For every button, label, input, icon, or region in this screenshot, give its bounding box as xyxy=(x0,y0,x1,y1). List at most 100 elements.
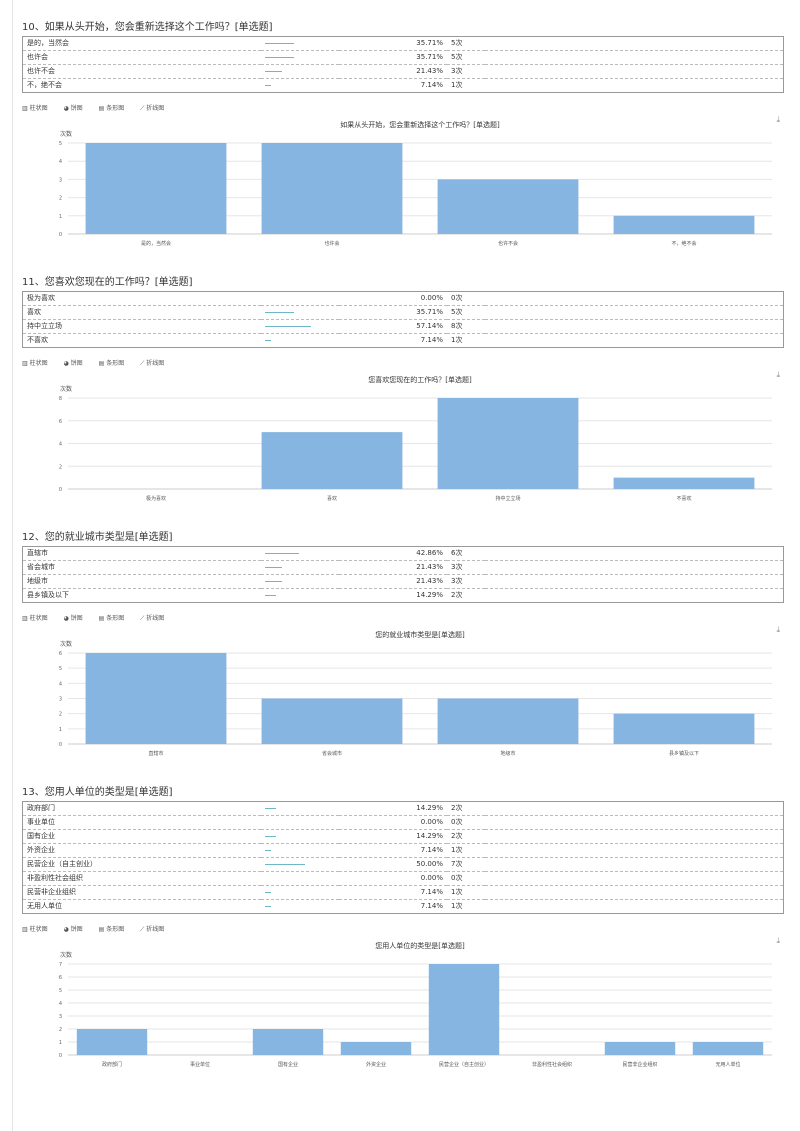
bar xyxy=(261,432,403,489)
question-section-11: 11、您喜欢您现在的工作吗？[单选题] 极为喜欢 0.00% 0次 喜欢 35.71% 5… xyxy=(22,275,784,511)
mini-bar-fill xyxy=(265,892,271,893)
y-axis-label: 次数 xyxy=(60,385,72,393)
option-percent: 35.71% xyxy=(339,36,447,51)
bar xyxy=(437,398,579,489)
x-tick-label: 不，绝不会 xyxy=(671,240,696,247)
y-tick-label: 6 xyxy=(59,975,62,981)
y-tick-label: 7 xyxy=(59,962,62,968)
chart-toolbar: ▥ 柱状图 ◕ 饼图 ▤ 条形图 ⟋ 折线图 xyxy=(22,103,782,117)
chart-toolbar: ▥ 柱状图 ◕ 饼图 ▤ 条形图 ⟋ 折线图 xyxy=(22,613,782,627)
download-icon[interactable]: ⤓ xyxy=(776,115,780,124)
x-tick-label: 地级市 xyxy=(500,750,515,757)
bar-chart: 如果从头开始，您会重新选择这个工作吗？[单选题] 次数 0 1 2 3 4 5 是的，当然会 也许… xyxy=(59,120,772,247)
download-icon[interactable]: ⤓ xyxy=(776,370,780,379)
x-tick-label: 是的，当然会 xyxy=(141,240,171,247)
line-chart-button[interactable]: ⟋ 折线图 xyxy=(140,926,165,933)
question-title: 13、您用人单位的类型是[单选题] xyxy=(22,787,173,798)
option-spacer xyxy=(485,305,784,320)
y-tick-label: 5 xyxy=(59,141,62,147)
hbar-chart-button[interactable]: ▤ 条形图 xyxy=(98,615,125,622)
option-label: 地级市 xyxy=(22,574,261,589)
option-spacer xyxy=(485,588,784,603)
bar xyxy=(261,143,403,234)
mini-bar-fill xyxy=(265,553,300,554)
option-label: 是的，当然会 xyxy=(22,36,261,51)
y-axis-label: 次数 xyxy=(60,951,72,959)
option-count: 5次 xyxy=(447,36,485,51)
mini-bar-fill xyxy=(265,43,294,44)
options-table: 直辖市 42.86% 6次 省会城市 21.43% 3次 地级市 21.43% 3次 县乡镇及以下… xyxy=(22,546,784,603)
chart-container: ⤓ 如果从头开始，您会重新选择这个工作吗？[单选题] 次数 0 1 2 3 4 5 是的，当然会… xyxy=(22,115,782,256)
question-title: 12、您的就业城市类型是[单选题] xyxy=(22,532,173,543)
bar xyxy=(613,713,755,744)
y-tick-label: 5 xyxy=(59,666,62,672)
option-mini-bar xyxy=(261,64,339,79)
option-row: 外资企业 7.14% 1次 xyxy=(22,843,784,858)
option-label: 非盈利性社会组织 xyxy=(22,871,261,886)
bar-chart-button[interactable]: ▥ 柱状图 xyxy=(22,360,48,367)
line-chart-button[interactable]: ⟋ 折线图 xyxy=(140,105,165,112)
pie-chart-button[interactable]: ◕ 饼图 xyxy=(63,615,83,622)
bar xyxy=(76,1029,148,1055)
option-count: 2次 xyxy=(447,801,485,816)
question-title: 10、如果从头开始，您会重新选择这个工作吗？[单选题] xyxy=(22,22,273,33)
y-tick-label: 1 xyxy=(59,214,62,220)
option-spacer xyxy=(485,50,784,65)
bar-chart-button[interactable]: ▥ 柱状图 xyxy=(22,615,48,622)
hbar-chart-button[interactable]: ▤ 条形图 xyxy=(98,105,125,112)
option-spacer xyxy=(485,333,784,348)
x-tick-label: 也许不会 xyxy=(498,240,518,247)
option-spacer xyxy=(485,801,784,816)
option-row: 是的，当然会 35.71% 5次 xyxy=(22,36,784,51)
hbar-chart-button[interactable]: ▤ 条形图 xyxy=(98,926,125,933)
option-percent: 14.29% xyxy=(339,588,447,603)
chart-title: 如果从头开始，您会重新选择这个工作吗？[单选题] xyxy=(340,120,500,129)
bar-chart: 您用人单位的类型是[单选题] 次数 0 1 2 3 4 5 6 7 政府部门 事业单位 国有企业 外资企业… xyxy=(59,941,772,1068)
option-count: 0次 xyxy=(447,815,485,830)
option-row: 政府部门 14.29% 2次 xyxy=(22,801,784,816)
hbar-chart-button[interactable]: ▤ 条形图 xyxy=(98,360,125,367)
option-mini-bar xyxy=(261,857,339,872)
option-spacer xyxy=(485,546,784,561)
x-tick-label: 极为喜欢 xyxy=(146,495,166,502)
download-icon[interactable]: ⤓ xyxy=(776,625,780,634)
y-tick-label: 0 xyxy=(59,487,62,493)
bar xyxy=(613,215,755,234)
bar xyxy=(692,1042,764,1055)
line-chart-button[interactable]: ⟋ 折线图 xyxy=(140,360,165,367)
report-page: 10、如果从头开始，您会重新选择这个工作吗？[单选题] 是的，当然会 35.71%… xyxy=(12,0,788,1131)
option-label: 也许不会 xyxy=(22,64,261,79)
option-row: 也许不会 21.43% 3次 xyxy=(22,64,784,79)
option-mini-bar xyxy=(261,801,339,816)
bar xyxy=(85,653,227,744)
mini-bar-fill xyxy=(265,581,283,582)
x-tick-label: 政府部门 xyxy=(102,1061,122,1068)
bar-chart: 您的就业城市类型是[单选题] 次数 0 1 2 3 4 5 6 直辖市 省会城市 地级市 县乡镇及以下 xyxy=(59,630,772,757)
pie-chart-button[interactable]: ◕ 饼图 xyxy=(63,926,83,933)
x-tick-label: 喜欢 xyxy=(327,495,337,502)
pie-chart-button[interactable]: ◕ 饼图 xyxy=(63,360,83,367)
mini-bar-fill xyxy=(265,906,271,907)
option-mini-bar xyxy=(261,305,339,320)
pie-chart-button[interactable]: ◕ 饼图 xyxy=(63,105,83,112)
options-table: 是的，当然会 35.71% 5次 也许会 35.71% 5次 也许不会 21.43% 3次 不，绝… xyxy=(22,36,784,93)
download-icon[interactable]: ⤓ xyxy=(776,936,780,945)
option-mini-bar xyxy=(261,815,339,830)
option-label: 无用人单位 xyxy=(22,899,261,914)
bar xyxy=(604,1042,676,1055)
mini-bar-fill xyxy=(265,340,271,341)
bar xyxy=(437,179,579,234)
option-label: 民营企业（自主创业） xyxy=(22,857,261,872)
option-spacer xyxy=(485,885,784,900)
chart-title: 您用人单位的类型是[单选题] xyxy=(375,941,465,950)
x-tick-label: 无用人单位 xyxy=(715,1061,740,1068)
bar-chart-button[interactable]: ▥ 柱状图 xyxy=(22,926,48,933)
option-row: 喜欢 35.71% 5次 xyxy=(22,305,784,320)
line-chart-button[interactable]: ⟋ 折线图 xyxy=(140,615,165,622)
y-tick-label: 8 xyxy=(59,396,62,402)
bar-chart-button[interactable]: ▥ 柱状图 xyxy=(22,105,48,112)
x-tick-label: 县乡镇及以下 xyxy=(669,750,699,757)
option-mini-bar xyxy=(261,885,339,900)
option-percent: 7.14% xyxy=(339,843,447,858)
option-mini-bar xyxy=(261,546,339,561)
